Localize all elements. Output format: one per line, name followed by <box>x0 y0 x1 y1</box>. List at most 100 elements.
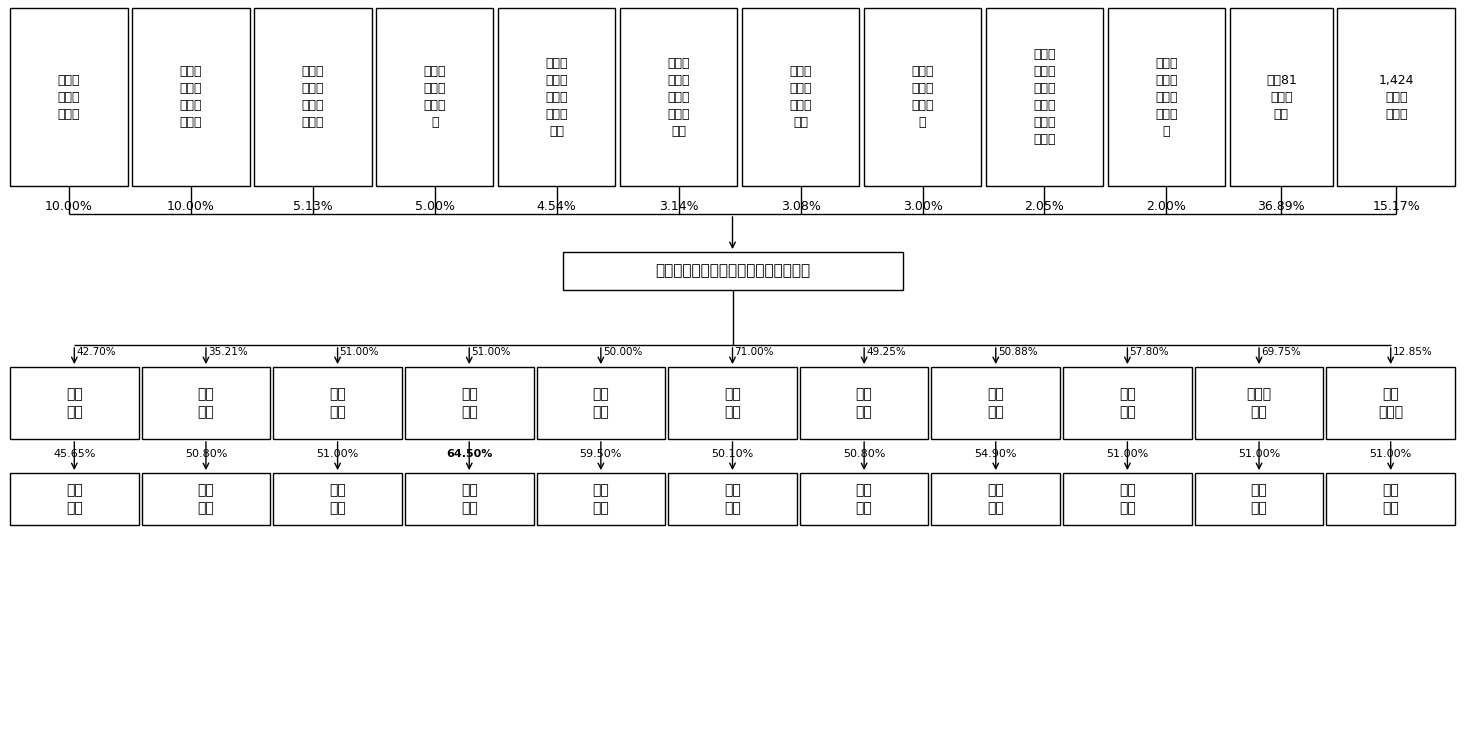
Text: 盛世达
投资有
限公司: 盛世达 投资有 限公司 <box>57 74 81 120</box>
Bar <box>536 367 665 439</box>
Text: 51.00%: 51.00% <box>1238 449 1280 459</box>
Text: 57.80%: 57.80% <box>1130 347 1169 357</box>
Text: 大厂
新华: 大厂 新华 <box>856 483 873 515</box>
Bar <box>1064 367 1191 439</box>
Text: 51.00%: 51.00% <box>316 449 359 459</box>
Text: 盐山
新华: 盐山 新华 <box>198 483 214 515</box>
Bar <box>864 8 982 186</box>
Text: 安徽国
控资本
有限公
司: 安徽国 控资本 有限公 司 <box>423 65 445 129</box>
Text: 安徽省
皖能股
份有限
公司: 安徽省 皖能股 份有限 公司 <box>790 65 812 129</box>
Bar <box>10 473 139 525</box>
Text: 博兴
新华: 博兴 新华 <box>987 387 1004 419</box>
Text: 安徽马鞍山农村商业银行股份有限公司: 安徽马鞍山农村商业银行股份有限公司 <box>655 264 810 279</box>
Text: 马鞍山
经济技
术开发
区建设
投资有
限公司: 马鞍山 经济技 术开发 区建设 投资有 限公司 <box>1033 48 1056 146</box>
Text: 5.00%: 5.00% <box>415 200 454 213</box>
Bar <box>498 8 615 186</box>
Text: 42.70%: 42.70% <box>76 347 116 357</box>
Bar <box>1108 8 1225 186</box>
Text: 35.21%: 35.21% <box>208 347 248 357</box>
Bar <box>668 367 797 439</box>
Text: 51.00%: 51.00% <box>1370 449 1412 459</box>
Text: 七里河
新华: 七里河 新华 <box>1247 387 1272 419</box>
Text: 3.08%: 3.08% <box>781 200 820 213</box>
Text: 51.00%: 51.00% <box>340 347 379 357</box>
Text: 南海
新华: 南海 新华 <box>592 483 609 515</box>
Text: 长安
新华: 长安 新华 <box>1119 483 1135 515</box>
Text: 10.00%: 10.00% <box>45 200 92 213</box>
Bar <box>1326 367 1455 439</box>
Text: 3.14%: 3.14% <box>659 200 699 213</box>
Bar <box>132 8 249 186</box>
Text: 4.54%: 4.54% <box>536 200 577 213</box>
Bar <box>563 252 902 290</box>
Bar <box>668 473 797 525</box>
Text: 51.00%: 51.00% <box>1106 449 1149 459</box>
Text: 龙华
新华: 龙华 新华 <box>1383 483 1399 515</box>
Bar <box>10 8 127 186</box>
Bar <box>741 8 860 186</box>
Text: 64.50%: 64.50% <box>445 449 492 459</box>
Text: 永登
新华: 永登 新华 <box>1119 387 1135 419</box>
Text: 45.65%: 45.65% <box>53 449 95 459</box>
Bar <box>404 473 533 525</box>
Text: 69.75%: 69.75% <box>1261 347 1301 357</box>
Text: 12.85%: 12.85% <box>1393 347 1433 357</box>
Text: 54.90%: 54.90% <box>974 449 1017 459</box>
Bar <box>986 8 1103 186</box>
Bar <box>1229 8 1333 186</box>
Bar <box>1195 367 1323 439</box>
Text: 郎溪
新华: 郎溪 新华 <box>330 387 346 419</box>
Text: 马鞍山
市兴马
项目咨
询有限
公司: 马鞍山 市兴马 项目咨 询有限 公司 <box>668 56 690 138</box>
Text: 番禺
新华: 番禺 新华 <box>198 387 214 419</box>
Bar <box>1195 473 1323 525</box>
Bar <box>142 473 270 525</box>
Text: 5.13%: 5.13% <box>293 200 333 213</box>
Text: 50.80%: 50.80% <box>842 449 885 459</box>
Bar <box>800 367 929 439</box>
Text: 71.00%: 71.00% <box>734 347 774 357</box>
Bar <box>1326 473 1455 525</box>
Text: 江东控
股集团
有限责
任公司: 江东控 股集团 有限责 任公司 <box>180 65 202 129</box>
Text: 和县
新华: 和县 新华 <box>461 387 478 419</box>
Text: 1,424
名自然
人股东: 1,424 名自然 人股东 <box>1379 74 1414 120</box>
Text: 北京华
安东方
投资发
展有限
公司: 北京华 安东方 投资发 展有限 公司 <box>545 56 568 138</box>
Bar <box>274 473 401 525</box>
Text: 北京辰
博仓物
业管理
有限公
司: 北京辰 博仓物 业管理 有限公 司 <box>1156 56 1178 138</box>
Text: 当涂
新华: 当涂 新华 <box>66 387 82 419</box>
Bar <box>274 367 401 439</box>
Text: 50.00%: 50.00% <box>604 347 642 357</box>
Bar <box>932 367 1061 439</box>
Bar <box>932 473 1061 525</box>
Text: 阜兰
新华: 阜兰 新华 <box>66 483 82 515</box>
Text: 51.00%: 51.00% <box>472 347 511 357</box>
Bar <box>253 8 372 186</box>
Text: 50.88%: 50.88% <box>998 347 1037 357</box>
Text: 常平
新华: 常平 新华 <box>724 483 741 515</box>
Text: 泰尔重
工股份
有限公
司: 泰尔重 工股份 有限公 司 <box>911 65 933 129</box>
Text: 50.80%: 50.80% <box>185 449 227 459</box>
Bar <box>10 367 139 439</box>
Text: 49.25%: 49.25% <box>866 347 905 357</box>
Bar <box>536 473 665 525</box>
Bar <box>404 367 533 439</box>
Text: 新会
新华: 新会 新华 <box>461 483 478 515</box>
Text: 10.00%: 10.00% <box>167 200 215 213</box>
Text: 兴国
新华: 兴国 新华 <box>592 387 609 419</box>
Text: 3.00%: 3.00% <box>902 200 942 213</box>
Bar <box>142 367 270 439</box>
Text: 安徽安
联高速
公路有
限公司: 安徽安 联高速 公路有 限公司 <box>302 65 324 129</box>
Bar <box>1064 473 1191 525</box>
Text: 平谷
新华: 平谷 新华 <box>987 483 1004 515</box>
Text: 望江
新华: 望江 新华 <box>724 387 741 419</box>
Text: 50.10%: 50.10% <box>712 449 753 459</box>
Bar <box>620 8 737 186</box>
Text: 海兴
新华: 海兴 新华 <box>330 483 346 515</box>
Text: 静海
新华: 静海 新华 <box>856 387 873 419</box>
Text: 59.50%: 59.50% <box>580 449 623 459</box>
Text: 2.00%: 2.00% <box>1147 200 1187 213</box>
Bar <box>1338 8 1455 186</box>
Text: 祁门
农商行: 祁门 农商行 <box>1379 387 1403 419</box>
Bar <box>377 8 494 186</box>
Bar <box>800 473 929 525</box>
Text: 耀州
新华: 耀州 新华 <box>1251 483 1267 515</box>
